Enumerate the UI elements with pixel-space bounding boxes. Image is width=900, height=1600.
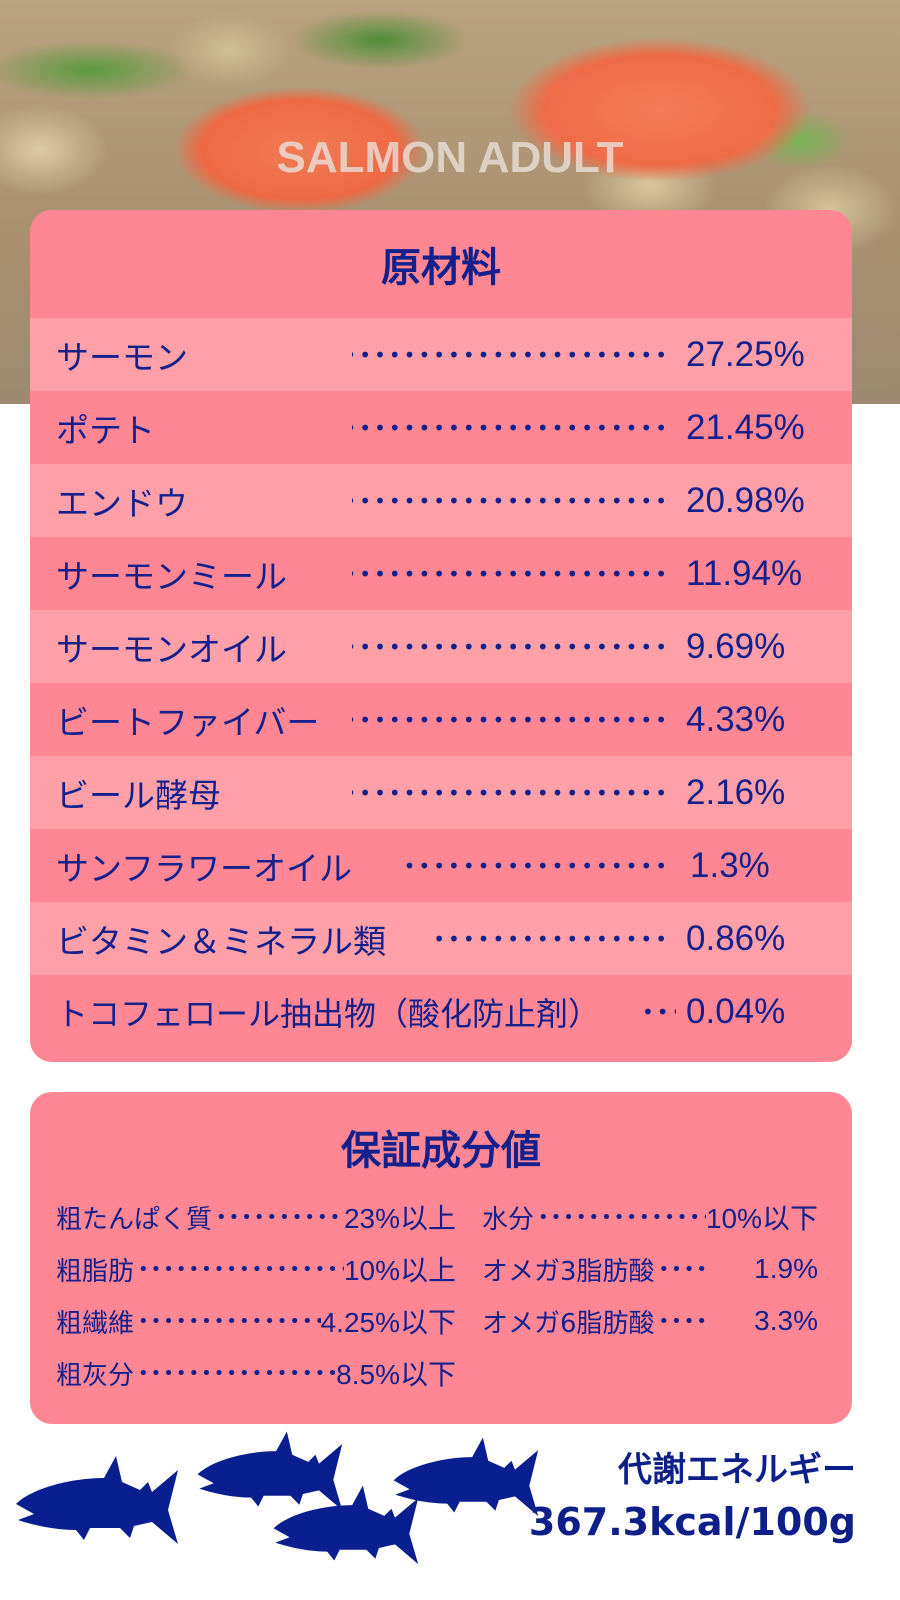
leader-dots: ••••••••••••••••••••••••••••• bbox=[398, 853, 670, 878]
analysis-value: 10%以上 bbox=[343, 1255, 456, 1286]
leader-dots: ••••••••••••••••••••••••• bbox=[138, 1310, 321, 1332]
ingredient-row: サーモン •••••••••••••••••••••••••••••••••••… bbox=[30, 318, 852, 391]
ingredient-value: 0.86% bbox=[686, 918, 786, 958]
leader-dots: ••••••••••••••••••• bbox=[216, 1206, 344, 1228]
metabolic-energy: 代謝エネルギー 367.3kcal/100g bbox=[529, 1444, 856, 1548]
analysis-item: オメガ6脂肪酸 •••• 3.3% bbox=[482, 1296, 818, 1346]
ingredient-row: サーモンミール ••••••••••••••••••••••••••••••••… bbox=[30, 537, 852, 610]
leader-dots: ••••••••••••••••••••••••••••••••••• bbox=[352, 634, 670, 659]
ingredient-value: 9.69% bbox=[686, 626, 786, 666]
analysis-value: 1.9% bbox=[754, 1253, 818, 1284]
analysis-value: 10%以下 bbox=[705, 1203, 818, 1234]
analysis-value: 8.5%以下 bbox=[336, 1359, 456, 1390]
energy-value: 367.3kcal/100g bbox=[528, 1500, 856, 1544]
analysis-name: 粗繊維 bbox=[56, 1308, 135, 1339]
analysis-name: 水分 bbox=[482, 1204, 535, 1235]
analysis-name: オメガ3脂肪酸 bbox=[482, 1256, 655, 1287]
analysis-name: 粗たんぱく質 bbox=[56, 1204, 213, 1235]
analysis-item: 粗繊維 ••••••••••••••••••••••••• 4.25%以下 bbox=[56, 1296, 456, 1346]
leader-dots: ••••••••••••••••••••••••• bbox=[138, 1362, 336, 1384]
leader-dots: ••••••••••••••••••••••••••••••••••• bbox=[352, 488, 670, 513]
ingredient-value: 1.3% bbox=[690, 845, 770, 885]
ingredient-name: エンドウ bbox=[56, 483, 188, 523]
analysis-name: 粗脂肪 bbox=[56, 1256, 135, 1287]
analysis-name: 粗灰分 bbox=[56, 1360, 135, 1391]
leader-dots: •••• bbox=[658, 1310, 710, 1332]
ingredient-value: 20.98% bbox=[686, 480, 805, 520]
ingredient-name: サーモン bbox=[56, 337, 188, 377]
fish-icon bbox=[12, 1448, 180, 1548]
ingredient-row: ビール酵母 ••••••••••••••••••••••••••••••••••… bbox=[30, 756, 852, 829]
analysis-item: 水分 ••••••••••••••••••••••• 10%以下 bbox=[482, 1192, 818, 1242]
analysis-item: 粗脂肪 ••••••••••••••••••••••••• 10%以上 bbox=[56, 1244, 456, 1294]
ingredient-row: エンドウ •••••••••••••••••••••••••••••••••••… bbox=[30, 464, 852, 537]
leader-dots: ••••••••••••••••••••••••• bbox=[138, 1258, 344, 1280]
leader-dots: ••••••••••••••••••••••••••••••••••• bbox=[352, 707, 670, 732]
analysis-item: 粗たんぱく質 ••••••••••••••••••• 23%以上 bbox=[56, 1192, 456, 1242]
ingredient-value: 27.25% bbox=[686, 334, 805, 374]
leader-dots: •••••••••••••••••••••••• bbox=[434, 926, 670, 951]
ingredient-value: 21.45% bbox=[686, 407, 805, 447]
ingredient-value: 4.33% bbox=[686, 699, 786, 739]
ingredient-value: 11.94% bbox=[686, 553, 803, 593]
analysis-value: 4.25%以下 bbox=[320, 1307, 456, 1338]
leader-dots: ••••••••••••••••••••••••••••••••••• bbox=[352, 342, 670, 367]
ingredient-row: ポテト ••••••••••••••••••••••••••••••••••• … bbox=[30, 391, 852, 464]
analysis-name: オメガ6脂肪酸 bbox=[482, 1308, 655, 1339]
ingredient-name: ビートファイバー bbox=[56, 702, 320, 742]
ingredient-row: ビートファイバー •••••••••••••••••••••••••••••••… bbox=[30, 683, 852, 756]
ingredient-name: トコフェロール抽出物（酸化防止剤） bbox=[56, 994, 601, 1033]
fish-icon bbox=[270, 1478, 420, 1568]
analysis-value: 3.3% bbox=[754, 1305, 818, 1336]
leader-dots: ••••••••••••••••••••••• bbox=[538, 1206, 706, 1228]
leader-dots: ••• bbox=[642, 999, 676, 1024]
analysis-item: オメガ3脂肪酸 •••• 1.9% bbox=[482, 1244, 818, 1294]
analysis-item: 粗灰分 ••••••••••••••••••••••••• 8.5%以下 bbox=[56, 1348, 456, 1398]
leader-dots: ••••••••••••••••••••••••••••••••••• bbox=[352, 561, 670, 586]
ingredient-row: サンフラワーオイル ••••••••••••••••••••••••••••• … bbox=[30, 829, 852, 902]
ingredient-value: 0.04% bbox=[686, 991, 786, 1031]
ingredients-card: 原材料 サーモン •••••••••••••••••••••••••••••••… bbox=[30, 210, 852, 1062]
ingredient-name: ビール酵母 bbox=[56, 775, 221, 815]
product-title: SALMON ADULT bbox=[276, 133, 624, 182]
ingredient-row: トコフェロール抽出物（酸化防止剤） ••• 0.04% bbox=[30, 975, 852, 1048]
ingredient-name: サーモンミール bbox=[56, 556, 287, 596]
fish-icon bbox=[390, 1430, 540, 1520]
leader-dots: ••••••••••••••••••••••••••••••••••• bbox=[352, 780, 670, 805]
ingredient-name: サーモンオイル bbox=[56, 629, 287, 669]
analysis-value: 23%以上 bbox=[343, 1203, 456, 1234]
leader-dots: •••• bbox=[658, 1258, 710, 1280]
ingredient-row: サーモンオイル ••••••••••••••••••••••••••••••••… bbox=[30, 610, 852, 683]
ingredient-name: サンフラワーオイル bbox=[56, 848, 353, 888]
energy-label: 代謝エネルギー bbox=[618, 1450, 856, 1490]
ingredient-value: 2.16% bbox=[686, 772, 786, 812]
ingredients-title: 原材料 bbox=[381, 245, 501, 291]
fish-icon bbox=[194, 1424, 344, 1514]
leader-dots: ••••••••••••••••••••••••••••••••••• bbox=[352, 415, 670, 440]
ingredient-name: ビタミン＆ミネラル類 bbox=[56, 921, 386, 961]
guaranteed-analysis-card: 保証成分値 粗たんぱく質 ••••••••••••••••••• 23%以上 粗… bbox=[30, 1092, 852, 1424]
ingredient-row: ビタミン＆ミネラル類 •••••••••••••••••••••••• 0.86… bbox=[30, 902, 852, 975]
guaranteed-title: 保証成分値 bbox=[341, 1128, 541, 1174]
ingredient-name: ポテト bbox=[56, 410, 155, 450]
